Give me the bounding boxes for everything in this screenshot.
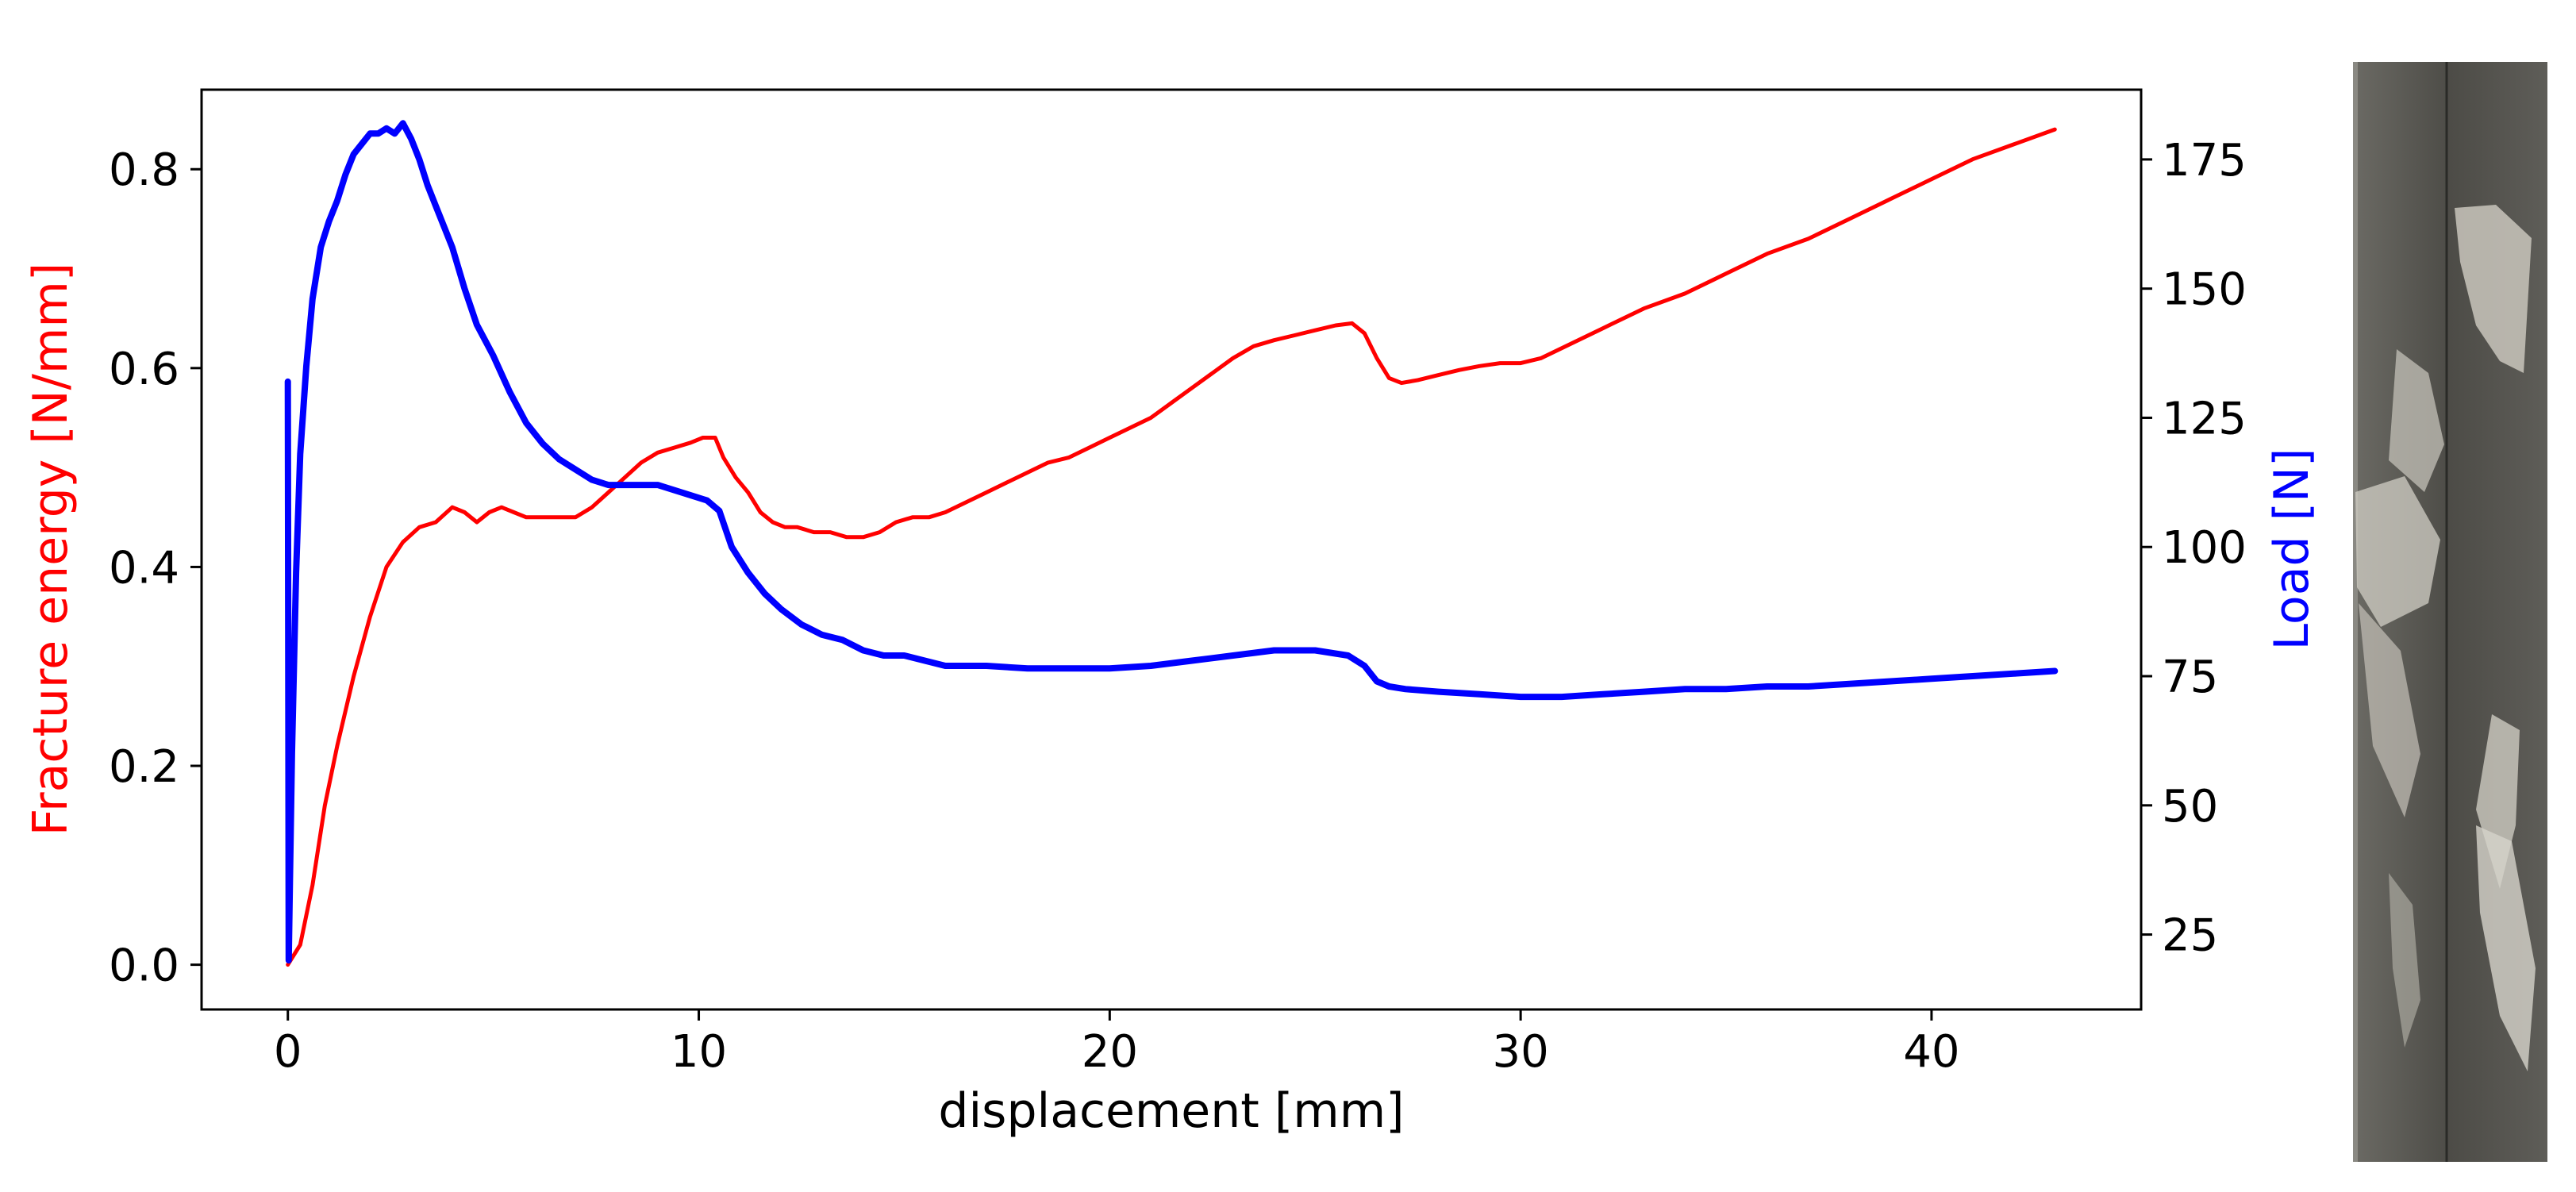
y-left-tick-label: 0.4 xyxy=(109,542,179,594)
plot-frame xyxy=(200,88,2143,1011)
y-left-tick-label: 0.0 xyxy=(109,940,179,992)
x-tick-label: 40 xyxy=(1903,1026,1959,1078)
y-right-tick-label: 150 xyxy=(2162,264,2247,316)
left-axis-ticks: 0.0 0.2 0.4 0.6 0.8 xyxy=(109,144,202,992)
left-axis-label: Fracture energy [N/mm] xyxy=(23,263,79,836)
y-right-tick-label: 175 xyxy=(2162,135,2247,186)
x-tick-label: 20 xyxy=(1082,1026,1138,1078)
right-axis-ticks: 25 50 75 100 125 150 175 xyxy=(2141,135,2247,962)
y-left-tick-label: 0.2 xyxy=(109,741,179,793)
x-tick-label: 10 xyxy=(671,1026,727,1078)
load-line xyxy=(284,120,2059,964)
x-axis-label: displacement [mm] xyxy=(938,1083,1404,1139)
specimen-fiber-patch xyxy=(2389,873,2420,1048)
y-right-tick-label: 25 xyxy=(2162,910,2218,962)
x-tick-label: 0 xyxy=(274,1026,302,1078)
y-right-tick-label: 100 xyxy=(2162,522,2247,574)
y-left-tick-label: 0.8 xyxy=(109,144,179,196)
plot-area: 0 10 20 30 40 0.0 0.2 0.4 0.6 0.8 25 50 75 100 125 15… xyxy=(109,88,2247,1078)
specimen-fiber-patch xyxy=(2355,476,2440,627)
y-right-tick-label: 125 xyxy=(2162,393,2247,444)
specimen-fiber-patch xyxy=(2389,349,2444,492)
specimen-fiber-patch xyxy=(2359,603,2420,817)
fracture-energy-line xyxy=(286,127,2057,967)
specimen-fiber-patch xyxy=(2455,205,2532,373)
x-axis-ticks: 0 10 20 30 40 xyxy=(274,1009,1960,1078)
right-axis-label: Load [N] xyxy=(2264,448,2320,651)
specimen-fiber-patch xyxy=(2476,825,2536,1071)
y-right-tick-label: 75 xyxy=(2162,652,2218,703)
specimen-edge-left xyxy=(2353,62,2358,1162)
x-tick-label: 30 xyxy=(1492,1026,1548,1078)
specimen-photo xyxy=(2353,62,2547,1162)
series-layer xyxy=(284,120,2059,967)
y-right-tick-label: 50 xyxy=(2162,781,2218,832)
y-left-tick-label: 0.6 xyxy=(109,344,179,395)
